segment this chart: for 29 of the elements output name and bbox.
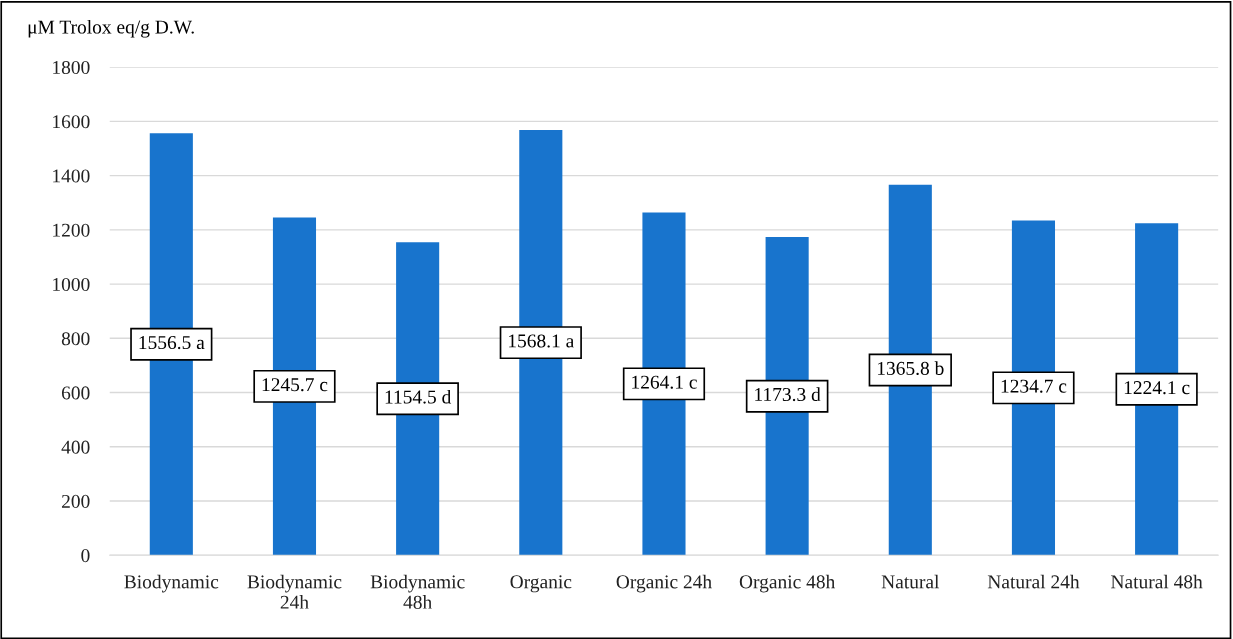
y-tick-label: 600 xyxy=(61,386,90,400)
data-label: 1264.1 c xyxy=(632,375,697,389)
y-tick-label: 1400 xyxy=(53,169,90,183)
y-tick-label: 0 xyxy=(81,549,90,563)
data-label: 1234.7 c xyxy=(1001,379,1067,393)
y-tick-label: 1800 xyxy=(53,60,90,75)
y-tick-label: 1000 xyxy=(53,277,90,292)
x-tick-label: Biodynamic xyxy=(124,574,219,593)
x-tick-label: Organic xyxy=(510,575,572,593)
y-tick-label: 400 xyxy=(61,440,90,454)
y-tick-label: 800 xyxy=(61,332,90,346)
data-label: 1568.1 a xyxy=(509,334,575,348)
data-label: 1224.1 c xyxy=(1124,381,1190,395)
x-tick-label: Natural 24h xyxy=(987,574,1080,589)
y-tick-label: 200 xyxy=(61,494,90,508)
data-label: 1365.8 b xyxy=(877,361,944,376)
data-label: 1556.5 a xyxy=(139,336,205,350)
data-label: 1173.3 d xyxy=(755,387,821,402)
y-tick-label: 1200 xyxy=(53,223,90,237)
y-axis-title: μM Trolox eq/g D.W. xyxy=(28,19,194,38)
x-tick-label: Biodynamic 48h xyxy=(370,574,465,609)
x-tick-label: Natural xyxy=(881,574,940,589)
x-tick-label: Organic 48h xyxy=(739,574,836,593)
data-label: 1154.5 d xyxy=(385,389,452,404)
y-tick-label: 1600 xyxy=(53,115,90,129)
x-tick-label: Biodynamic 24h xyxy=(247,574,342,609)
x-tick-label: Organic 24h xyxy=(616,574,712,593)
data-label: 1245.7 c xyxy=(262,378,328,392)
x-tick-label: Natural 48h xyxy=(1111,574,1203,589)
